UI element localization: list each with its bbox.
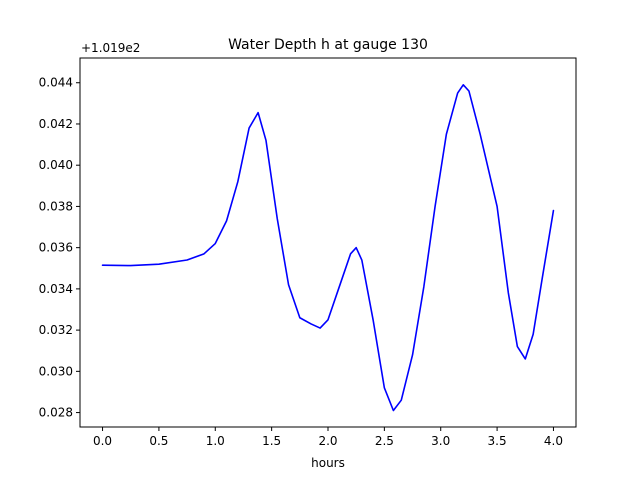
y-tick-label: 0.036 bbox=[39, 241, 73, 255]
chart-title: Water Depth h at gauge 130 bbox=[228, 37, 428, 53]
x-tick-label: 0.5 bbox=[149, 434, 168, 448]
x-tick-label: 3.5 bbox=[488, 434, 507, 448]
x-tick-label: 2.0 bbox=[318, 434, 337, 448]
y-tick-label: 0.030 bbox=[39, 364, 73, 378]
x-tick-label: 3.0 bbox=[431, 434, 450, 448]
series-line-0 bbox=[101, 84, 555, 412]
x-axis-label: hours bbox=[311, 456, 345, 470]
y-tick-label: 0.028 bbox=[39, 406, 73, 420]
y-tick-label: 0.034 bbox=[39, 282, 73, 296]
x-tick-label: 0.0 bbox=[93, 434, 112, 448]
x-tick-label: 4.0 bbox=[544, 434, 563, 448]
x-tick-label: 2.5 bbox=[375, 434, 394, 448]
axes: 0.0 0.5 1.0 1.5 2.0 2.5 3.0 3.5 4.0 0.028 0.030 0.0… bbox=[39, 57, 577, 448]
y-tick-label: 0.042 bbox=[39, 117, 73, 131]
y-axis-offset-label: +1.019e2 bbox=[81, 41, 140, 55]
x-tick-label: 1.5 bbox=[262, 434, 281, 448]
y-tick-label: 0.044 bbox=[39, 76, 73, 90]
x-tick-label: 1.0 bbox=[206, 434, 225, 448]
y-tick-label: 0.038 bbox=[39, 199, 73, 213]
y-tick-label: 0.032 bbox=[39, 323, 73, 337]
y-tick-label: 0.040 bbox=[39, 158, 73, 172]
plot-area bbox=[101, 84, 555, 412]
